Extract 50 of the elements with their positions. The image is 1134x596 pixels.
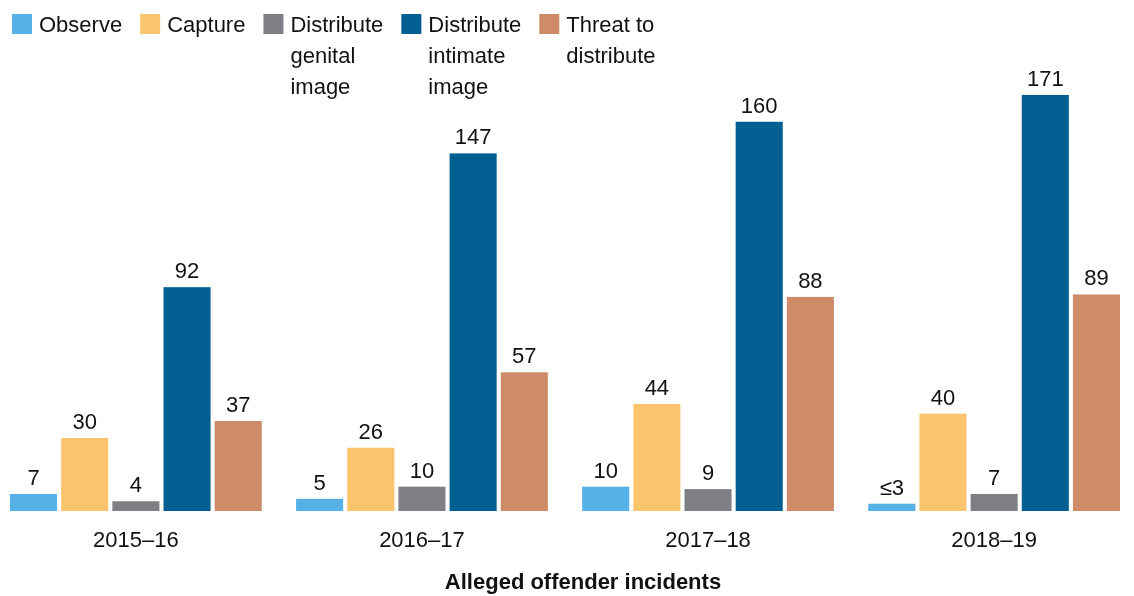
data-label: 40 bbox=[930, 384, 956, 410]
x-tick-label: 2017–18 bbox=[665, 527, 751, 552]
bar bbox=[398, 486, 446, 511]
bar bbox=[112, 501, 160, 511]
legend-label: Distribute genital image bbox=[290, 12, 384, 99]
bar bbox=[735, 121, 783, 511]
data-label: 160 bbox=[740, 92, 778, 118]
data-label: 5 bbox=[313, 469, 326, 495]
x-tick-label: 2018–19 bbox=[951, 527, 1037, 552]
data-label: 92 bbox=[174, 258, 200, 284]
bar bbox=[163, 287, 211, 511]
bar bbox=[10, 493, 58, 511]
data-label: 7 bbox=[988, 464, 1001, 490]
x-tick-label: 2016–17 bbox=[379, 527, 465, 552]
legend-label: Threat to distribute bbox=[566, 12, 656, 68]
data-label: 26 bbox=[358, 418, 384, 444]
data-label: 171 bbox=[1026, 66, 1064, 91]
data-label: 10 bbox=[593, 457, 618, 483]
data-label: 30 bbox=[72, 409, 97, 435]
bar bbox=[633, 403, 681, 511]
bar bbox=[296, 498, 344, 511]
bar bbox=[684, 489, 732, 511]
x-tick-label: 2015–16 bbox=[93, 527, 179, 552]
bar bbox=[786, 296, 834, 511]
data-label: 57 bbox=[512, 343, 537, 369]
legend-label: Distribute intimate image bbox=[428, 12, 522, 99]
data-label: 9 bbox=[701, 460, 715, 486]
bar bbox=[970, 493, 1018, 511]
data-label: 147 bbox=[454, 124, 492, 150]
data-label: 88 bbox=[798, 267, 823, 293]
legend-label: Capture bbox=[167, 12, 246, 37]
bar bbox=[919, 413, 967, 511]
bar bbox=[868, 503, 916, 511]
data-label: 4 bbox=[129, 472, 142, 498]
data-label: 7 bbox=[27, 464, 40, 490]
bar bbox=[61, 438, 109, 511]
bar bbox=[214, 420, 262, 511]
data-label: ≤3 bbox=[879, 474, 904, 500]
bar bbox=[347, 447, 395, 511]
bar bbox=[1072, 294, 1120, 511]
bar bbox=[1021, 95, 1069, 511]
data-label: 37 bbox=[225, 391, 251, 417]
legend-label: Observe bbox=[39, 12, 123, 37]
bar bbox=[500, 372, 548, 511]
x-axis-title: Alleged offender incidents bbox=[444, 569, 722, 594]
data-label: 89 bbox=[1084, 265, 1109, 291]
bar bbox=[449, 153, 497, 511]
data-label: 44 bbox=[644, 374, 670, 400]
data-label: 10 bbox=[409, 457, 435, 483]
bar bbox=[582, 486, 630, 511]
